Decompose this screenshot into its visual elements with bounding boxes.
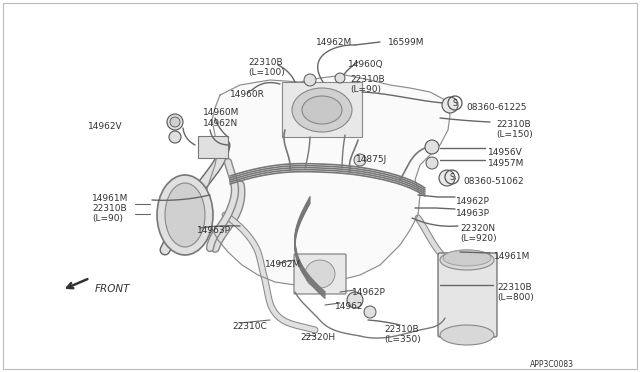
Text: (L=150): (L=150): [496, 130, 532, 139]
Text: 14960Q: 14960Q: [348, 60, 383, 69]
Text: 14956V: 14956V: [488, 148, 523, 157]
Ellipse shape: [292, 88, 352, 132]
Text: 14960M: 14960M: [203, 108, 239, 117]
Text: APP3C0083: APP3C0083: [530, 360, 574, 369]
Text: 14962M: 14962M: [265, 260, 301, 269]
Text: 14962P: 14962P: [456, 197, 490, 206]
Text: 14961M: 14961M: [494, 252, 531, 261]
Ellipse shape: [157, 175, 213, 255]
Text: 22320N: 22320N: [460, 224, 495, 233]
Ellipse shape: [302, 96, 342, 124]
Text: 22310B: 22310B: [497, 283, 532, 292]
Text: 22310B: 22310B: [384, 325, 419, 334]
Text: (L=90): (L=90): [350, 85, 381, 94]
Circle shape: [167, 114, 183, 130]
Text: 14963P: 14963P: [197, 226, 231, 235]
Text: (L=350): (L=350): [384, 335, 420, 344]
Text: 08360-51062: 08360-51062: [463, 177, 524, 186]
Text: S: S: [450, 173, 454, 182]
Bar: [198, 136, 228, 158]
Ellipse shape: [305, 260, 335, 288]
Circle shape: [354, 154, 366, 166]
Text: 14875J: 14875J: [356, 155, 387, 164]
Polygon shape: [205, 75, 450, 285]
Circle shape: [442, 97, 458, 113]
Circle shape: [425, 140, 439, 154]
FancyBboxPatch shape: [438, 253, 497, 337]
Text: 16599M: 16599M: [388, 38, 424, 47]
Text: 14960R: 14960R: [230, 90, 265, 99]
Text: 08360-61225: 08360-61225: [466, 103, 527, 112]
Circle shape: [169, 131, 181, 143]
Text: (L=100): (L=100): [248, 68, 285, 77]
Ellipse shape: [443, 250, 491, 266]
Text: 22320H: 22320H: [300, 333, 335, 342]
Circle shape: [347, 292, 363, 308]
Circle shape: [426, 157, 438, 169]
Text: 22310B: 22310B: [248, 58, 283, 67]
Text: 22310B: 22310B: [350, 75, 385, 84]
Text: S: S: [452, 99, 458, 108]
Ellipse shape: [440, 325, 494, 345]
Text: 14961M: 14961M: [92, 194, 129, 203]
Text: 14957M: 14957M: [488, 159, 524, 168]
Text: (L=90): (L=90): [92, 214, 123, 223]
Text: (L=800): (L=800): [497, 293, 534, 302]
Text: (L=920): (L=920): [460, 234, 497, 243]
Text: 22310B: 22310B: [92, 204, 127, 213]
Circle shape: [364, 306, 376, 318]
Text: 22310B: 22310B: [496, 120, 531, 129]
Text: FRONT: FRONT: [95, 284, 131, 294]
Text: 14962N: 14962N: [203, 119, 238, 128]
Circle shape: [170, 117, 180, 127]
Circle shape: [335, 73, 345, 83]
Circle shape: [304, 74, 316, 86]
Text: 14962P: 14962P: [352, 288, 386, 297]
Text: 22310C: 22310C: [232, 322, 267, 331]
FancyBboxPatch shape: [294, 254, 346, 294]
Text: 14962V: 14962V: [88, 122, 123, 131]
Text: 14962M: 14962M: [316, 38, 352, 47]
Ellipse shape: [165, 183, 205, 247]
Text: 14962: 14962: [335, 302, 364, 311]
Text: 14963P: 14963P: [456, 209, 490, 218]
Bar: [282, 82, 362, 137]
Ellipse shape: [440, 250, 494, 270]
Circle shape: [439, 170, 455, 186]
